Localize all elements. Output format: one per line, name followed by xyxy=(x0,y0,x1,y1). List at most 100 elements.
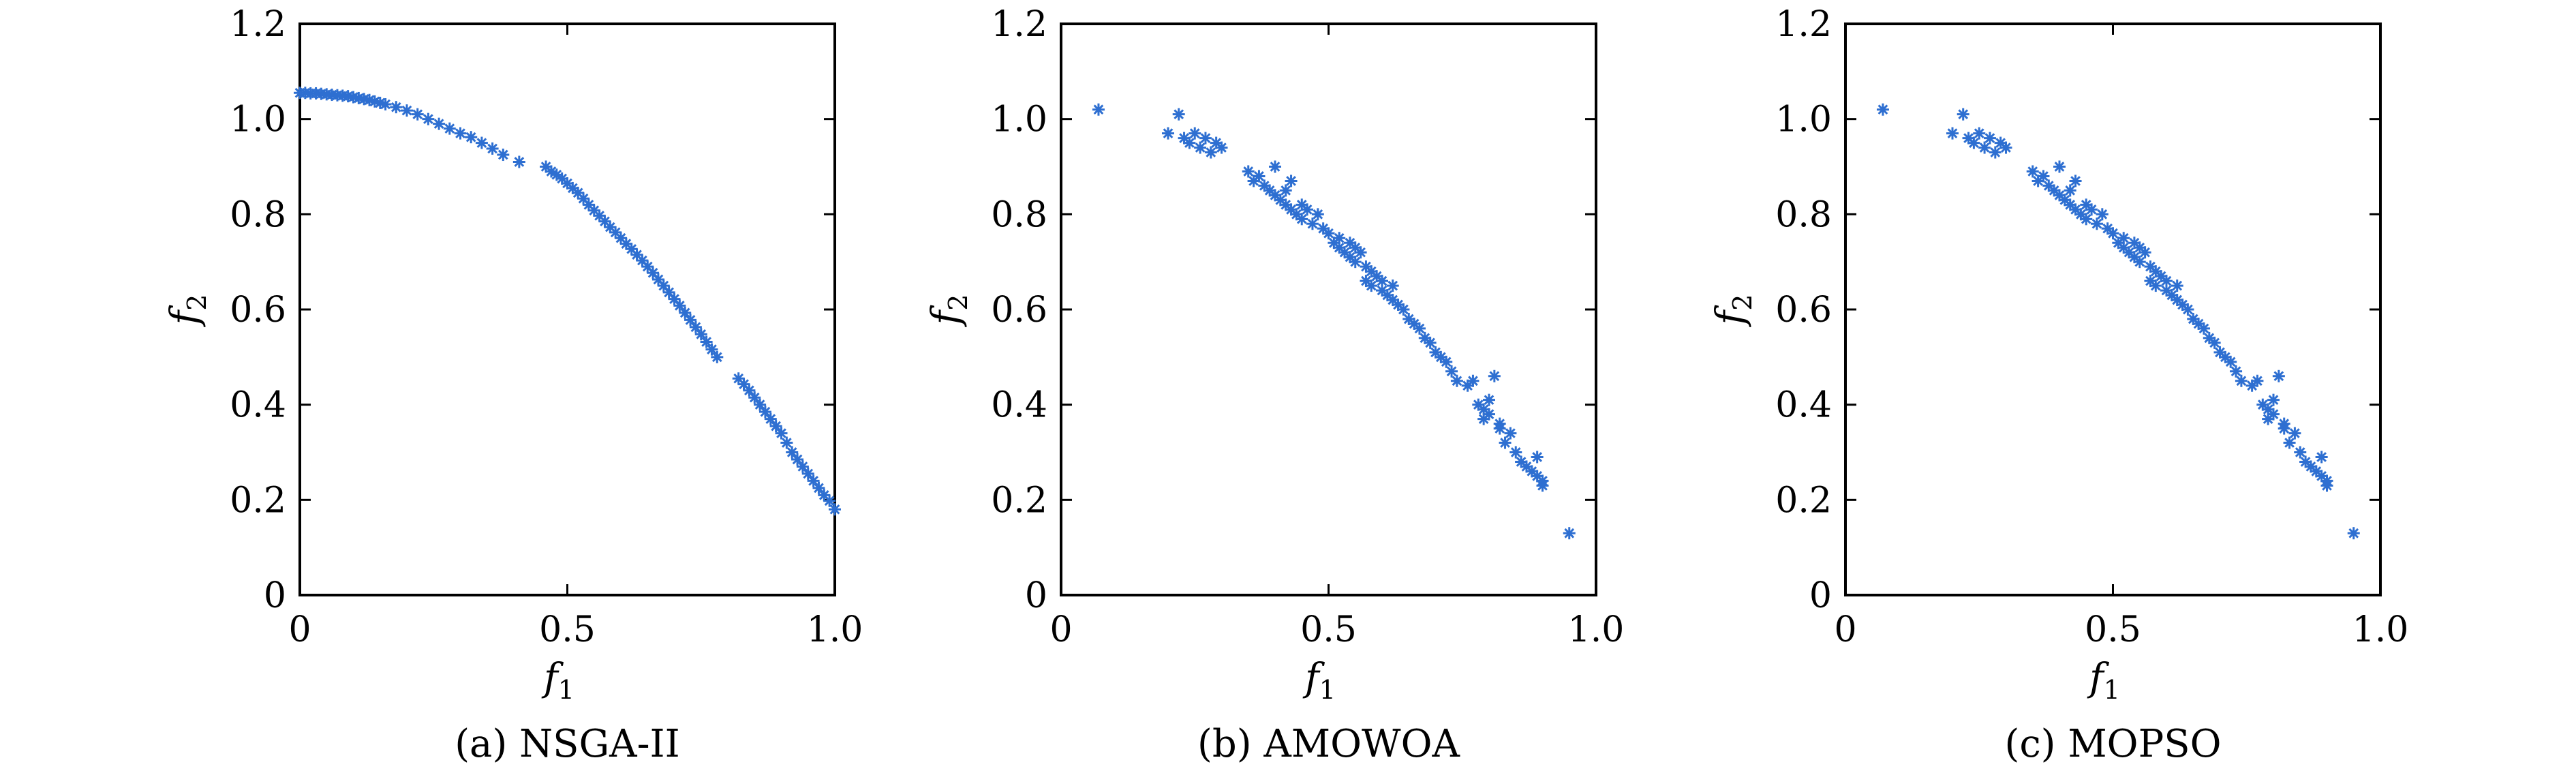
panel-caption: (b) AMOWOA xyxy=(1197,722,1460,766)
data-point xyxy=(1333,232,1346,245)
plot-frame xyxy=(1844,22,2382,596)
y-tick-label: 1.2 xyxy=(230,4,286,45)
data-point xyxy=(1876,103,1889,116)
data-point xyxy=(1183,136,1196,149)
data-point xyxy=(390,101,403,114)
y-tick-label: 0 xyxy=(264,575,286,616)
x-tick-label: 1.0 xyxy=(807,609,863,650)
data-point xyxy=(2064,184,2076,197)
data-point xyxy=(2026,165,2039,178)
data-point xyxy=(807,474,820,487)
data-point xyxy=(786,446,799,459)
y-tick-label: 0.2 xyxy=(1775,480,1832,521)
data-points xyxy=(1876,103,2360,540)
data-point xyxy=(2160,275,2173,288)
data-point xyxy=(1989,146,2002,159)
data-point xyxy=(662,286,675,299)
data-point xyxy=(465,131,478,144)
y-tick-label: 1.2 xyxy=(991,4,1047,45)
data-point xyxy=(764,412,777,425)
data-point xyxy=(1440,355,1453,368)
data-point xyxy=(598,215,611,228)
data-point xyxy=(812,481,825,494)
data-point xyxy=(1483,408,1495,421)
y-tick-label: 0.6 xyxy=(230,290,286,331)
data-point xyxy=(694,328,707,341)
x-axis-label: f1 xyxy=(541,656,574,705)
data-point xyxy=(1983,132,1996,145)
data-point xyxy=(2080,213,2093,226)
data-point xyxy=(2230,365,2243,378)
data-point xyxy=(433,117,446,130)
x-axis-label: f1 xyxy=(1302,656,1336,705)
data-point xyxy=(2224,355,2237,368)
data-point xyxy=(1967,136,1980,149)
x-axis-label-sub: 1 xyxy=(558,675,574,705)
data-point xyxy=(2251,374,2264,387)
data-point xyxy=(475,136,488,149)
data-point xyxy=(1204,146,1217,159)
x-tick-label: 0 xyxy=(1834,609,1856,650)
data-point xyxy=(1349,256,1362,269)
data-point xyxy=(1172,108,1185,121)
data-point xyxy=(1397,303,1410,316)
data-point xyxy=(1978,141,1991,154)
x-tick-label: 0 xyxy=(288,609,311,650)
data-point xyxy=(2037,170,2050,183)
x-tick-label: 0.5 xyxy=(539,609,596,650)
x-tick-label: 0.5 xyxy=(1300,609,1357,650)
data-point xyxy=(497,149,510,162)
data-point xyxy=(2117,232,2130,245)
data-point xyxy=(1445,365,1458,378)
scatter-panel-3: 0 0.2 0.4 0.6 0.8 1.0 1.2 0 0.5 1.0 f1 f2 (c) MOPSO xyxy=(1708,4,2408,766)
data-point xyxy=(1253,170,1266,183)
data-point xyxy=(486,142,499,155)
data-point xyxy=(2272,369,2285,382)
x-tick-label: 1.0 xyxy=(1568,609,1625,650)
panel-caption: (a) NSGA-II xyxy=(455,722,680,766)
data-point xyxy=(2069,175,2082,187)
data-point xyxy=(2085,203,2098,216)
data-point xyxy=(1301,203,1314,216)
data-point xyxy=(1306,217,1319,230)
data-point xyxy=(1162,127,1174,140)
y-tick-label: 0.2 xyxy=(991,480,1047,521)
y-tick-label: 0.2 xyxy=(230,480,286,521)
y-axis-label-sub: 2 xyxy=(1728,294,1758,311)
y-tick-label: 0.4 xyxy=(991,385,1047,426)
y-tick-label: 0.8 xyxy=(991,194,1047,235)
y-tick-label: 1.0 xyxy=(991,100,1047,140)
data-point xyxy=(700,335,713,348)
data-point xyxy=(625,243,638,256)
y-axis-label-sub: 2 xyxy=(943,294,973,311)
scatter-panel-1: 0 0.2 0.4 0.6 0.8 1.0 1.2 0 0.5 1.0 f1 f2 (a) NSGA-I… xyxy=(163,4,863,766)
y-axis-label: f2 xyxy=(924,294,973,328)
data-point xyxy=(2315,451,2328,464)
data-point xyxy=(1189,127,1201,140)
data-point xyxy=(2267,408,2280,421)
data-point xyxy=(689,320,702,333)
data-point xyxy=(2294,446,2307,459)
data-point xyxy=(1365,279,1378,292)
data-point xyxy=(1999,141,2012,154)
data-point xyxy=(2288,427,2301,440)
data-point xyxy=(791,453,804,466)
data-point xyxy=(1531,451,1544,464)
data-point xyxy=(1483,393,1495,406)
y-tick-label: 1.2 xyxy=(1775,4,1832,45)
data-point xyxy=(801,467,814,480)
data-point xyxy=(1386,279,1399,292)
y-tick-label: 0 xyxy=(1809,575,1832,616)
data-point xyxy=(1499,436,1512,449)
x-tick-label: 0 xyxy=(1049,609,1072,650)
data-point xyxy=(684,314,697,327)
data-point xyxy=(743,384,756,397)
data-point xyxy=(775,427,788,440)
data-point xyxy=(1509,446,1522,459)
data-points xyxy=(294,87,841,516)
data-point xyxy=(1424,336,1437,349)
data-point xyxy=(411,108,424,121)
data-point xyxy=(1946,127,1959,140)
data-point xyxy=(1279,184,1292,197)
